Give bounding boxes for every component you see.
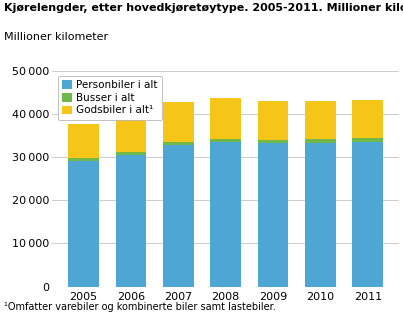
Bar xyxy=(210,98,241,139)
Bar xyxy=(68,161,99,287)
Bar xyxy=(68,124,99,158)
Bar xyxy=(68,158,99,161)
Bar xyxy=(352,142,383,287)
Bar xyxy=(163,102,194,142)
Bar xyxy=(352,99,383,138)
Bar xyxy=(116,155,146,287)
Bar xyxy=(163,142,194,146)
Text: Kjørelengder, etter hovedkjøretøytype. 2005-2011. Millioner kilometer: Kjørelengder, etter hovedkjøretøytype. 2… xyxy=(4,3,403,13)
Bar xyxy=(210,142,241,287)
Bar xyxy=(305,143,336,287)
Bar xyxy=(210,139,241,142)
Text: Millioner kilometer: Millioner kilometer xyxy=(4,32,108,42)
Bar xyxy=(258,143,289,287)
Bar xyxy=(163,146,194,287)
Bar xyxy=(258,101,289,140)
Bar xyxy=(305,101,336,139)
Text: ¹Omfatter varebiler og kombinerte biler samt lastebiler.: ¹Omfatter varebiler og kombinerte biler … xyxy=(4,302,276,312)
Bar xyxy=(116,114,146,152)
Bar xyxy=(258,140,289,143)
Bar xyxy=(305,139,336,143)
Bar xyxy=(352,138,383,142)
Legend: Personbiler i alt, Busser i alt, Godsbiler i alt¹: Personbiler i alt, Busser i alt, Godsbil… xyxy=(58,76,162,119)
Bar xyxy=(116,152,146,155)
